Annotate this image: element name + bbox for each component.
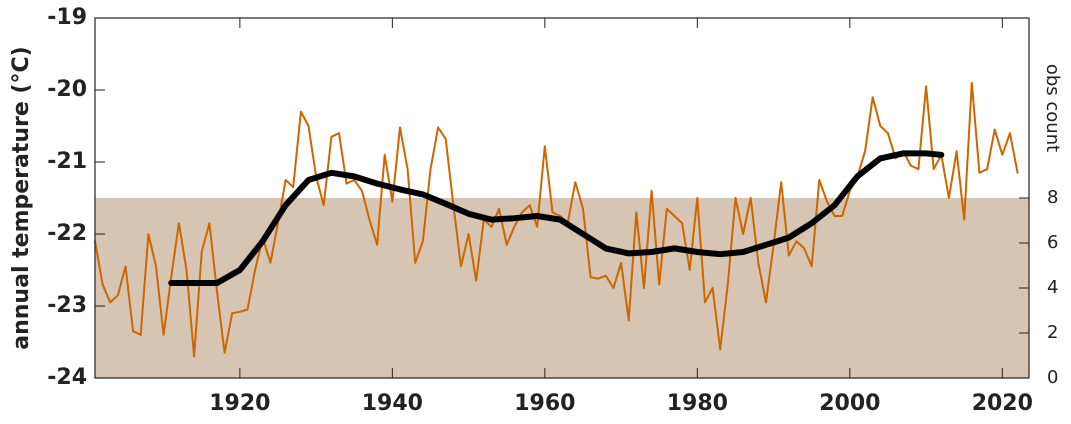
y2-tick-label: 8 bbox=[1047, 187, 1058, 208]
x-tick-label: 2000 bbox=[819, 391, 880, 416]
x-tick-label: 1960 bbox=[514, 391, 575, 416]
y2-tick-label: 0 bbox=[1047, 367, 1058, 388]
y-tick-label: -24 bbox=[47, 365, 87, 390]
x-tick-label: 2020 bbox=[972, 391, 1033, 416]
y2-tick-label: 6 bbox=[1047, 232, 1058, 253]
y-tick-label: -21 bbox=[47, 149, 87, 174]
y-tick-label: -20 bbox=[47, 77, 87, 102]
x-tick-label: 1920 bbox=[209, 391, 270, 416]
temperature-line bbox=[94, 81, 1019, 358]
x-tick-label: 1940 bbox=[362, 391, 423, 416]
y2-axis-label: obs count bbox=[1042, 64, 1063, 152]
obs-count-area bbox=[95, 198, 1029, 378]
x-tick-label: 1980 bbox=[667, 391, 728, 416]
y2-tick-label: 2 bbox=[1047, 322, 1058, 343]
y-axis-label: annual temperature (°C) bbox=[9, 46, 34, 349]
y-tick-label: -23 bbox=[47, 293, 87, 318]
smoothed-line bbox=[168, 150, 945, 286]
y2-tick-label: 4 bbox=[1047, 277, 1058, 298]
y-tick-label: -19 bbox=[47, 5, 87, 30]
y-tick-label: -22 bbox=[47, 221, 87, 246]
